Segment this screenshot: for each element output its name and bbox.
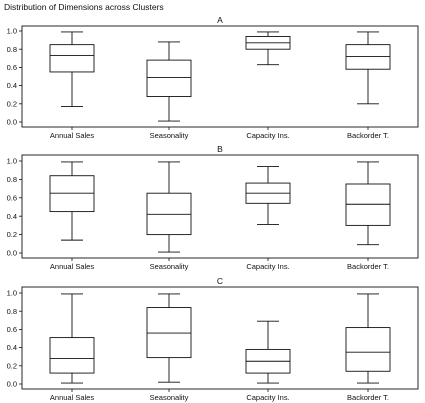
- box-backorder-t-: [345, 161, 391, 246]
- y-tick-label: 0.6: [7, 325, 17, 334]
- y-tick-label: 0.6: [7, 193, 17, 202]
- y-tick-label: 0.4: [7, 212, 17, 221]
- iqr-box: [146, 59, 192, 97]
- box-backorder-t-: [345, 31, 391, 105]
- y-tick-label: 0.6: [7, 63, 17, 72]
- panel-frame: [21, 154, 419, 259]
- y-tick-label: 0.8: [7, 45, 17, 54]
- box-seasonality: [146, 41, 192, 122]
- iqr-box: [345, 44, 391, 70]
- figure-title: Distribution of Dimensions across Cluste…: [4, 2, 164, 12]
- panel-A: A 0.0 0.2 0.4 0.6 0.8 1.0 Annual Sales Seasonali…: [7, 15, 419, 140]
- y-tick-label: 0.2: [7, 361, 17, 370]
- box-annual-sales: [49, 31, 95, 107]
- panel-frame: [21, 25, 419, 128]
- y-tick-label: 1.0: [7, 289, 17, 298]
- panel-title: B: [217, 144, 223, 154]
- y-tick-label: 0.4: [7, 343, 17, 352]
- panel-title: A: [217, 15, 223, 25]
- iqr-box: [146, 307, 192, 359]
- box-seasonality: [146, 161, 192, 253]
- y-tick-label: 1.0: [7, 157, 17, 166]
- box-capacity-ins-: [245, 31, 291, 66]
- x-tick-label: Backorder T.: [347, 131, 389, 140]
- y-tick-label: 0.2: [7, 230, 17, 239]
- iqr-box: [49, 337, 95, 374]
- panel-frame: [21, 286, 419, 390]
- x-tick-label: Annual Sales: [50, 262, 94, 271]
- x-tick-label: Capacity Ins.: [246, 262, 289, 271]
- box-capacity-ins-: [245, 320, 291, 384]
- x-tick-label: Backorder T.: [347, 262, 389, 271]
- box-capacity-ins-: [245, 166, 291, 225]
- x-tick-label: Backorder T.: [347, 393, 389, 402]
- box-backorder-t-: [345, 293, 391, 384]
- iqr-box: [345, 183, 391, 226]
- x-tick-label: Annual Sales: [50, 131, 94, 140]
- box-annual-sales: [49, 293, 95, 384]
- y-tick-label: 1.0: [7, 27, 17, 36]
- y-tick-label: 0.0: [7, 249, 17, 258]
- x-tick-label: Capacity Ins.: [246, 393, 289, 402]
- iqr-box: [49, 175, 95, 213]
- iqr-box: [345, 327, 391, 372]
- y-tick-label: 0.8: [7, 307, 17, 316]
- y-tick-label: 0.4: [7, 81, 17, 90]
- box-annual-sales: [49, 161, 95, 241]
- x-tick-label: Annual Sales: [50, 393, 94, 402]
- iqr-box: [49, 44, 95, 73]
- panel-C: C 0.0 0.2 0.4 0.6 0.8 1.0 Annual Sales Seasonali…: [7, 276, 419, 402]
- panel-title: C: [217, 276, 223, 286]
- iqr-box: [146, 192, 192, 236]
- y-tick-label: 0.8: [7, 175, 17, 184]
- panel-B: B 0.0 0.2 0.4 0.6 0.8 1.0 Annual Sales Seasonali…: [7, 144, 419, 271]
- y-tick-label: 0.0: [7, 118, 17, 127]
- y-tick-label: 0.2: [7, 99, 17, 108]
- box-seasonality: [146, 293, 192, 383]
- y-tick-label: 0.0: [7, 380, 17, 389]
- x-tick-label: Seasonality: [150, 393, 189, 402]
- x-tick-label: Capacity Ins.: [246, 131, 289, 140]
- x-tick-label: Seasonality: [150, 262, 189, 271]
- x-tick-label: Seasonality: [150, 131, 189, 140]
